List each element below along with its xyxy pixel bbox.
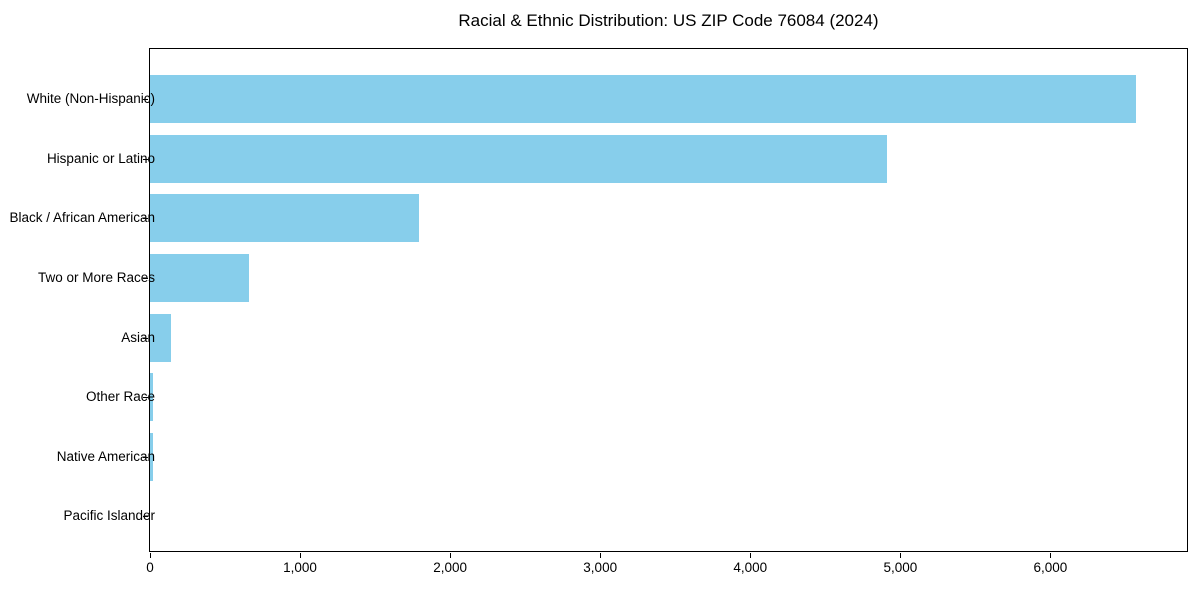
category-label: Native American [56,448,155,464]
bar-row [150,253,1187,302]
x-tick-mark [450,553,452,558]
bar [150,194,419,243]
bar-row [150,492,1187,540]
y-tick-mark [143,218,148,219]
x-tick-label: 6,000 [1033,560,1068,575]
y-tick-mark [143,516,148,517]
bar-row [150,432,1187,481]
x-tick-mark [1050,553,1052,558]
bar-row [150,373,1187,422]
bar [150,432,153,481]
x-tick-mark [750,553,752,558]
x-tick-mark [300,553,302,558]
x-tick-label: 2,000 [433,560,468,575]
x-tick-mark [150,553,151,558]
bar [150,373,153,422]
category-label: Asian [121,329,155,345]
x-tick-label: 4,000 [733,560,768,575]
plot-area [149,48,1188,552]
y-tick-mark [143,278,148,279]
bar [150,75,1136,123]
bar-row [150,194,1187,243]
bar-row [150,313,1187,362]
bar-row [150,134,1187,183]
x-tick-label: 0 [146,560,154,575]
bar-row [150,75,1187,123]
x-tick-mark [600,553,602,558]
chart-title: Racial & Ethnic Distribution: US ZIP Cod… [458,11,879,30]
x-tick-mark [900,553,902,558]
category-label: Two or More Races [37,269,155,285]
x-tick-label: 1,000 [283,560,317,575]
category-label: Black / African American [9,210,155,226]
category-label: White (Non-Hispanic) [26,91,155,106]
y-tick-mark [143,99,148,100]
x-tick-label: 3,000 [583,560,618,575]
category-label: Hispanic or Latino [46,150,155,166]
x-tick-label: 5,000 [883,560,918,575]
y-tick-mark [143,397,148,398]
category-label: Other Race [85,389,155,405]
bar [150,253,250,302]
y-tick-mark [143,338,148,339]
bar [150,313,171,362]
y-tick-mark [143,457,148,458]
category-label: Pacific Islander [63,508,155,524]
y-tick-mark [143,159,148,160]
bar [150,134,887,183]
